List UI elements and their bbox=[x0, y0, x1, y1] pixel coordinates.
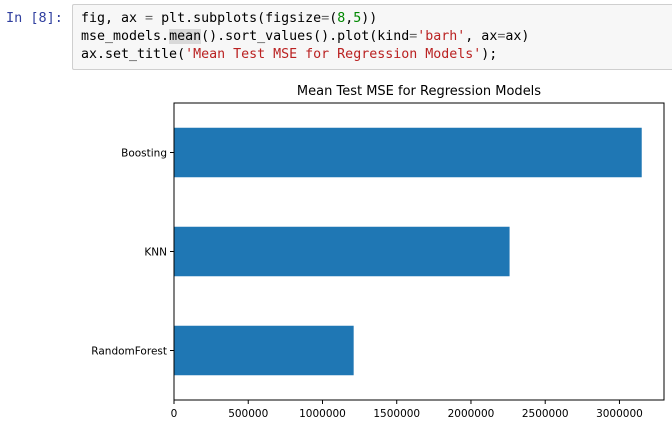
code-token-operator: = bbox=[497, 29, 506, 44]
x-tick-label: 500000 bbox=[228, 408, 268, 420]
x-tick-label: 1000000 bbox=[299, 408, 346, 420]
plot-frame bbox=[173, 102, 665, 401]
code-token-string: 'barh' bbox=[417, 29, 466, 44]
code-token: mse_models. bbox=[81, 29, 170, 44]
code-token: ax) bbox=[505, 29, 530, 44]
bar-chart: Mean Test MSE for Regression Models Rand… bbox=[91, 84, 665, 420]
code-token: fig, ax bbox=[81, 11, 146, 26]
x-tick-label: 2500000 bbox=[522, 408, 569, 420]
y-tick-label: KNN bbox=[144, 247, 167, 259]
code-token: )) bbox=[361, 11, 378, 26]
code-token-operator: = bbox=[321, 11, 330, 26]
y-tick-label: Boosting bbox=[121, 148, 167, 160]
code-line-3: ax.set_title('Mean Test MSE for Regressi… bbox=[81, 46, 664, 64]
x-tick-label: 2000000 bbox=[448, 408, 495, 420]
code-token: ( bbox=[329, 11, 338, 26]
x-axis: 0 500000 1000000 1500000 2000000 2500000 30000… bbox=[171, 400, 643, 420]
y-tick-label: RandomForest bbox=[91, 346, 167, 358]
code-token-number: 5 bbox=[353, 11, 362, 26]
bars-group bbox=[174, 127, 642, 376]
code-line-2: mse_models.mean().sort_values().plot(kin… bbox=[81, 28, 664, 46]
code-token-operator: = bbox=[409, 29, 418, 44]
code-token-operator: = bbox=[145, 11, 154, 26]
output-chart: Mean Test MSE for Regression Models Rand… bbox=[0, 78, 672, 429]
chart-title: Mean Test MSE for Regression Models bbox=[297, 84, 541, 99]
x-tick-label: 0 bbox=[171, 408, 178, 420]
bar-randomforest bbox=[174, 325, 354, 376]
y-axis: RandomForest KNN Boosting bbox=[91, 148, 174, 358]
code-token-string: 'Mean Test MSE for Regression Models' bbox=[185, 47, 482, 62]
code-cell-input[interactable]: fig, ax = plt.subplots(figsize=(8,5)) ms… bbox=[72, 4, 672, 70]
x-tick-label: 3000000 bbox=[596, 408, 643, 420]
code-token: ().sort_values().plot(kind bbox=[201, 29, 410, 44]
code-token-highlight: mean bbox=[169, 29, 202, 44]
code-token: plt.subplots(figsize bbox=[153, 11, 322, 26]
bar-knn bbox=[174, 226, 510, 277]
bar-boosting bbox=[174, 127, 642, 178]
code-token: , bbox=[345, 11, 354, 26]
code-line-1: fig, ax = plt.subplots(figsize=(8,5)) bbox=[81, 10, 664, 28]
code-token: , ax bbox=[465, 29, 498, 44]
x-tick-label: 1500000 bbox=[373, 408, 420, 420]
cell-prompt: In [8]: bbox=[6, 10, 63, 26]
code-token: ax.set_title( bbox=[81, 47, 186, 62]
code-token: ); bbox=[481, 47, 498, 62]
code-token-number: 8 bbox=[337, 11, 346, 26]
